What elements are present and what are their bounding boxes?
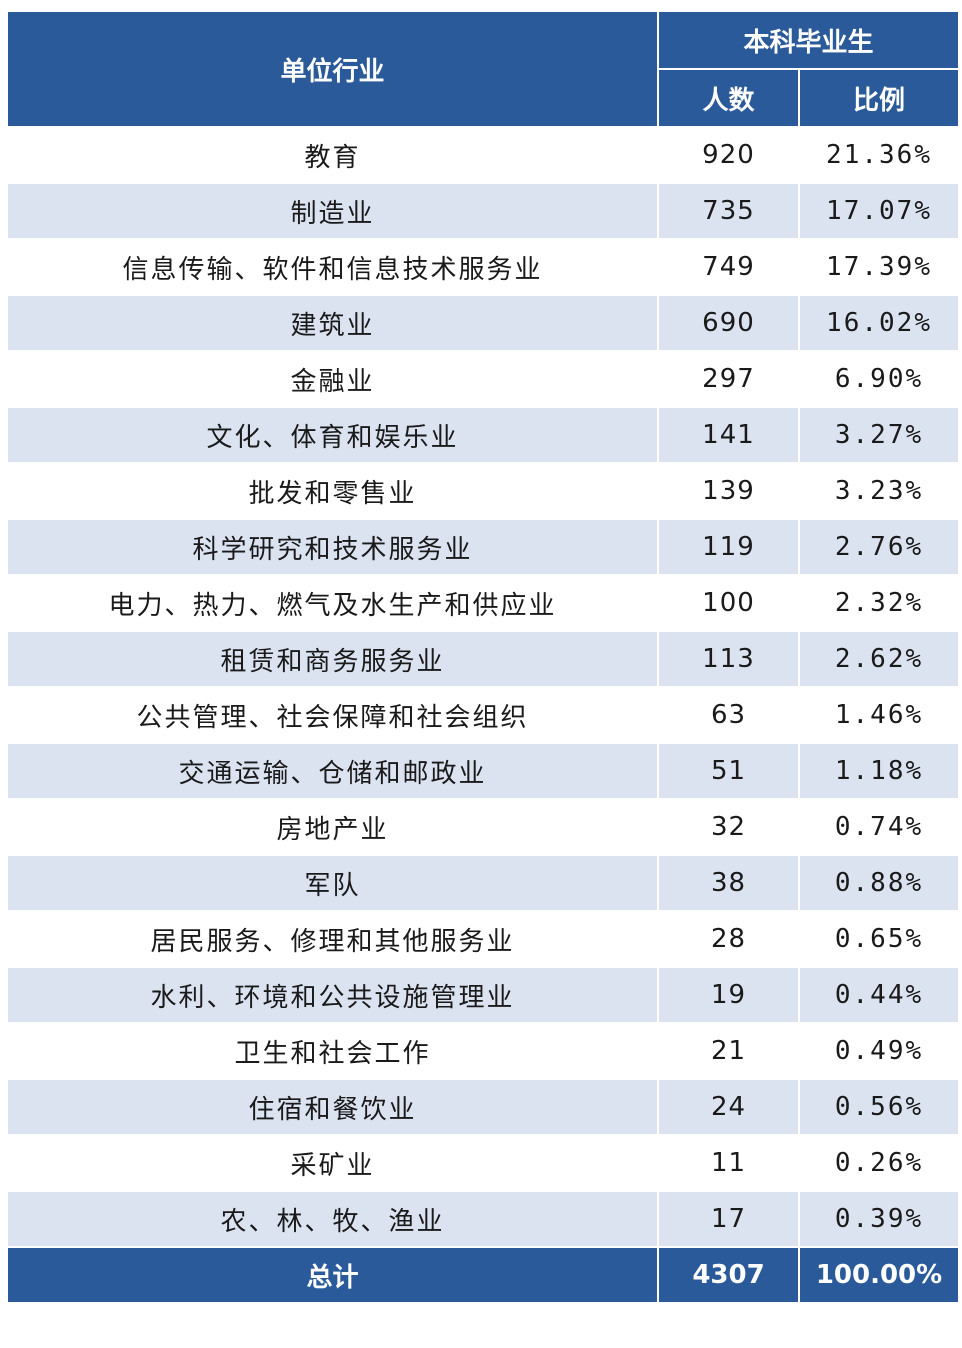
table-row: 采矿业 11 0.26% <box>6 1134 961 1192</box>
ratio-cell: 0.26% <box>797 1134 961 1192</box>
count-cell: 920 <box>657 126 800 184</box>
table-row: 电力、热力、燃气及水生产和供应业 100 2.32% <box>6 574 961 632</box>
table-row: 批发和零售业 139 3.23% <box>6 462 961 520</box>
table-row: 水利、环境和公共设施管理业 19 0.44% <box>6 966 961 1024</box>
industry-cell: 文化、体育和娱乐业 <box>6 406 659 464</box>
count-cell: 690 <box>657 294 800 352</box>
ratio-cell: 3.23% <box>797 462 961 520</box>
count-cell: 113 <box>657 630 800 688</box>
count-cell: 51 <box>657 742 800 800</box>
table-row: 科学研究和技术服务业 119 2.76% <box>6 518 961 576</box>
industry-cell: 居民服务、修理和其他服务业 <box>6 910 659 968</box>
industry-cell: 科学研究和技术服务业 <box>6 518 659 576</box>
count-cell: 139 <box>657 462 800 520</box>
table-row: 教育 920 21.36% <box>6 126 961 184</box>
count-cell: 749 <box>657 238 800 296</box>
ratio-cell: 16.02% <box>797 294 961 352</box>
count-cell: 24 <box>657 1078 800 1136</box>
count-cell: 100 <box>657 574 800 632</box>
industry-cell: 教育 <box>6 126 659 184</box>
ratio-cell: 6.90% <box>797 350 961 408</box>
ratio-cell: 17.39% <box>797 238 961 296</box>
table-row: 建筑业 690 16.02% <box>6 294 961 352</box>
ratio-cell: 21.36% <box>797 126 961 184</box>
table-row: 制造业 735 17.07% <box>6 182 961 240</box>
table-row: 金融业 297 6.90% <box>6 350 961 408</box>
count-cell: 21 <box>657 1022 800 1080</box>
ratio-cell: 3.27% <box>797 406 961 464</box>
total-label: 总计 <box>6 1246 659 1304</box>
count-cell: 297 <box>657 350 800 408</box>
count-cell: 119 <box>657 518 800 576</box>
ratio-cell: 0.39% <box>797 1190 961 1248</box>
industry-cell: 建筑业 <box>6 294 659 352</box>
total-count: 4307 <box>657 1246 800 1304</box>
industry-cell: 住宿和餐饮业 <box>6 1078 659 1136</box>
table-row: 交通运输、仓储和邮政业 51 1.18% <box>6 742 961 800</box>
table-row: 公共管理、社会保障和社会组织 63 1.46% <box>6 686 961 744</box>
table-row: 租赁和商务服务业 113 2.62% <box>6 630 961 688</box>
industry-cell: 交通运输、仓储和邮政业 <box>6 742 659 800</box>
count-cell: 735 <box>657 182 800 240</box>
industry-cell: 房地产业 <box>6 798 659 856</box>
industry-cell: 农、林、牧、渔业 <box>6 1190 659 1248</box>
industry-cell: 电力、热力、燃气及水生产和供应业 <box>6 574 659 632</box>
table-row: 卫生和社会工作 21 0.49% <box>6 1022 961 1080</box>
ratio-cell: 1.46% <box>797 686 961 744</box>
industry-cell: 公共管理、社会保障和社会组织 <box>6 686 659 744</box>
count-cell: 141 <box>657 406 800 464</box>
ratio-cell: 2.62% <box>797 630 961 688</box>
industry-distribution-table: 单位行业 本科毕业生 人数 比例 教育 920 21.36% 制造业 735 17.07%… <box>6 10 961 1304</box>
industry-cell: 租赁和商务服务业 <box>6 630 659 688</box>
table-row: 房地产业 32 0.74% <box>6 798 961 856</box>
table-row: 文化、体育和娱乐业 141 3.27% <box>6 406 961 464</box>
ratio-cell: 0.49% <box>797 1022 961 1080</box>
header-industry: 单位行业 <box>6 10 659 128</box>
ratio-cell: 17.07% <box>797 182 961 240</box>
count-cell: 28 <box>657 910 800 968</box>
industry-cell: 采矿业 <box>6 1134 659 1192</box>
table-header: 单位行业 本科毕业生 人数 比例 <box>6 10 961 128</box>
count-cell: 63 <box>657 686 800 744</box>
industry-cell: 信息传输、软件和信息技术服务业 <box>6 238 659 296</box>
industry-table-container: 单位行业 本科毕业生 人数 比例 教育 920 21.36% 制造业 735 17.07%… <box>6 10 961 1304</box>
count-cell: 17 <box>657 1190 800 1248</box>
industry-cell: 批发和零售业 <box>6 462 659 520</box>
industry-cell: 水利、环境和公共设施管理业 <box>6 966 659 1024</box>
total-ratio: 100.00% <box>797 1246 961 1304</box>
table-body: 教育 920 21.36% 制造业 735 17.07% 信息传输、软件和信息技术服务业 74… <box>6 126 961 1248</box>
industry-cell: 制造业 <box>6 182 659 240</box>
ratio-cell: 0.88% <box>797 854 961 912</box>
ratio-cell: 1.18% <box>797 742 961 800</box>
ratio-cell: 0.65% <box>797 910 961 968</box>
ratio-cell: 2.76% <box>797 518 961 576</box>
header-undergraduate: 本科毕业生 <box>656 10 961 70</box>
count-cell: 19 <box>657 966 800 1024</box>
header-count: 人数 <box>657 68 800 128</box>
count-cell: 32 <box>657 798 800 856</box>
table-footer: 总计 4307 100.00% <box>6 1246 961 1304</box>
table-row: 住宿和餐饮业 24 0.56% <box>6 1078 961 1136</box>
table-row: 居民服务、修理和其他服务业 28 0.65% <box>6 910 961 968</box>
total-row: 总计 4307 100.00% <box>6 1246 961 1304</box>
industry-cell: 金融业 <box>6 350 659 408</box>
count-cell: 11 <box>657 1134 800 1192</box>
table-row: 农、林、牧、渔业 17 0.39% <box>6 1190 961 1248</box>
table-row: 军队 38 0.88% <box>6 854 961 912</box>
ratio-cell: 0.74% <box>797 798 961 856</box>
industry-cell: 卫生和社会工作 <box>6 1022 659 1080</box>
industry-cell: 军队 <box>6 854 659 912</box>
ratio-cell: 0.56% <box>797 1078 961 1136</box>
count-cell: 38 <box>657 854 800 912</box>
ratio-cell: 0.44% <box>797 966 961 1024</box>
table-row: 信息传输、软件和信息技术服务业 749 17.39% <box>6 238 961 296</box>
header-ratio: 比例 <box>797 68 961 128</box>
ratio-cell: 2.32% <box>797 574 961 632</box>
